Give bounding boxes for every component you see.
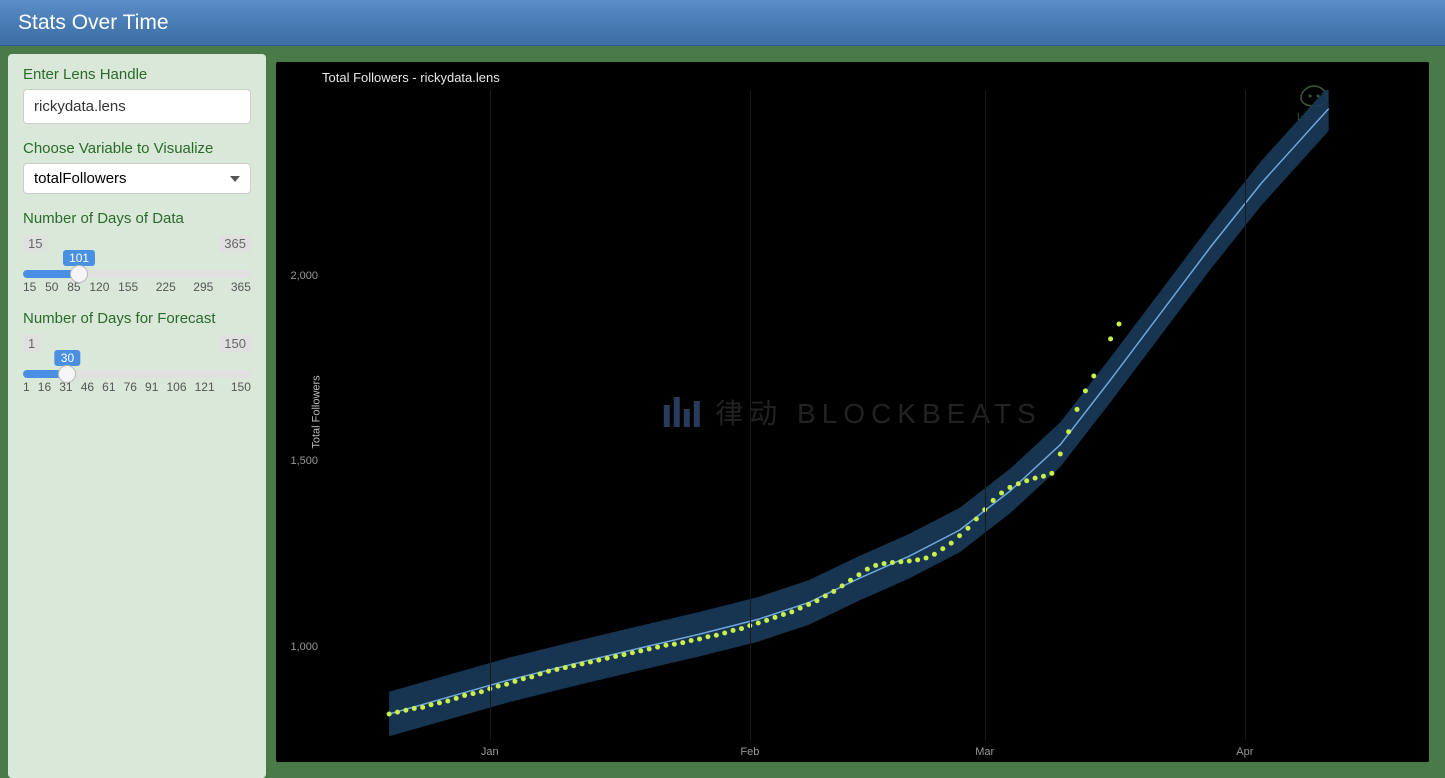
days-forecast-group: Number of Days for Forecast 1 150 30 116…	[23, 310, 251, 394]
grid-line	[985, 90, 986, 740]
handle-label: Enter Lens Handle	[23, 66, 251, 83]
chevron-down-icon	[230, 176, 240, 182]
days-data-group: Number of Days of Data 15 365 101 155085…	[23, 210, 251, 294]
content-area: Total Followers - rickydata.lens Total F…	[266, 46, 1445, 778]
variable-group: Choose Variable to Visualize totalFollow…	[23, 140, 251, 194]
variable-label: Choose Variable to Visualize	[23, 140, 251, 157]
x-tick-label: Feb	[740, 746, 759, 758]
grid-line	[750, 90, 751, 740]
slider-value-badge: 30	[55, 350, 80, 366]
watermark-bars-icon	[663, 397, 699, 427]
y-tick-label: 1,500	[290, 455, 318, 467]
main-container: Enter Lens Handle Choose Variable to Vis…	[0, 46, 1445, 778]
y-tick-label: 2,000	[290, 270, 318, 282]
grid-line	[1245, 90, 1246, 740]
days-forecast-slider[interactable]: 1 150 30 1163146617691106121150	[23, 335, 251, 394]
sidebar: Enter Lens Handle Choose Variable to Vis…	[8, 54, 266, 778]
handle-group: Enter Lens Handle	[23, 66, 251, 124]
chart-title: Total Followers - rickydata.lens	[322, 70, 500, 85]
page-header: Stats Over Time	[0, 0, 1445, 46]
slider-ticks: 155085120155225295365	[23, 280, 251, 294]
variable-selected: totalFollowers	[34, 170, 127, 187]
days-data-label: Number of Days of Data	[23, 210, 251, 227]
days-data-slider[interactable]: 15 365 101 155085120155225295365	[23, 235, 251, 294]
x-tick-label: Mar	[975, 746, 994, 758]
followers-chart[interactable]: Total Followers - rickydata.lens Total F…	[276, 62, 1429, 762]
variable-select[interactable]: totalFollowers	[23, 163, 251, 194]
y-axis-label: Total Followers	[311, 375, 323, 448]
x-tick-label: Apr	[1236, 746, 1253, 758]
watermark-text: 律动 BLOCKBEATS	[715, 392, 1041, 432]
grid-line	[490, 90, 491, 740]
x-tick-label: Jan	[481, 746, 499, 758]
page-title: Stats Over Time	[18, 11, 169, 35]
slider-thumb[interactable]	[70, 265, 88, 283]
y-tick-label: 1,000	[290, 641, 318, 653]
slider-value-badge: 101	[63, 250, 95, 266]
slider-min: 15	[23, 235, 47, 252]
slider-thumb[interactable]	[58, 365, 76, 383]
slider-ticks: 1163146617691106121150	[23, 380, 251, 394]
slider-min: 1	[23, 335, 40, 352]
days-forecast-label: Number of Days for Forecast	[23, 310, 251, 327]
slider-max: 365	[219, 235, 251, 252]
handle-input[interactable]	[23, 89, 251, 124]
slider-max: 150	[219, 335, 251, 352]
